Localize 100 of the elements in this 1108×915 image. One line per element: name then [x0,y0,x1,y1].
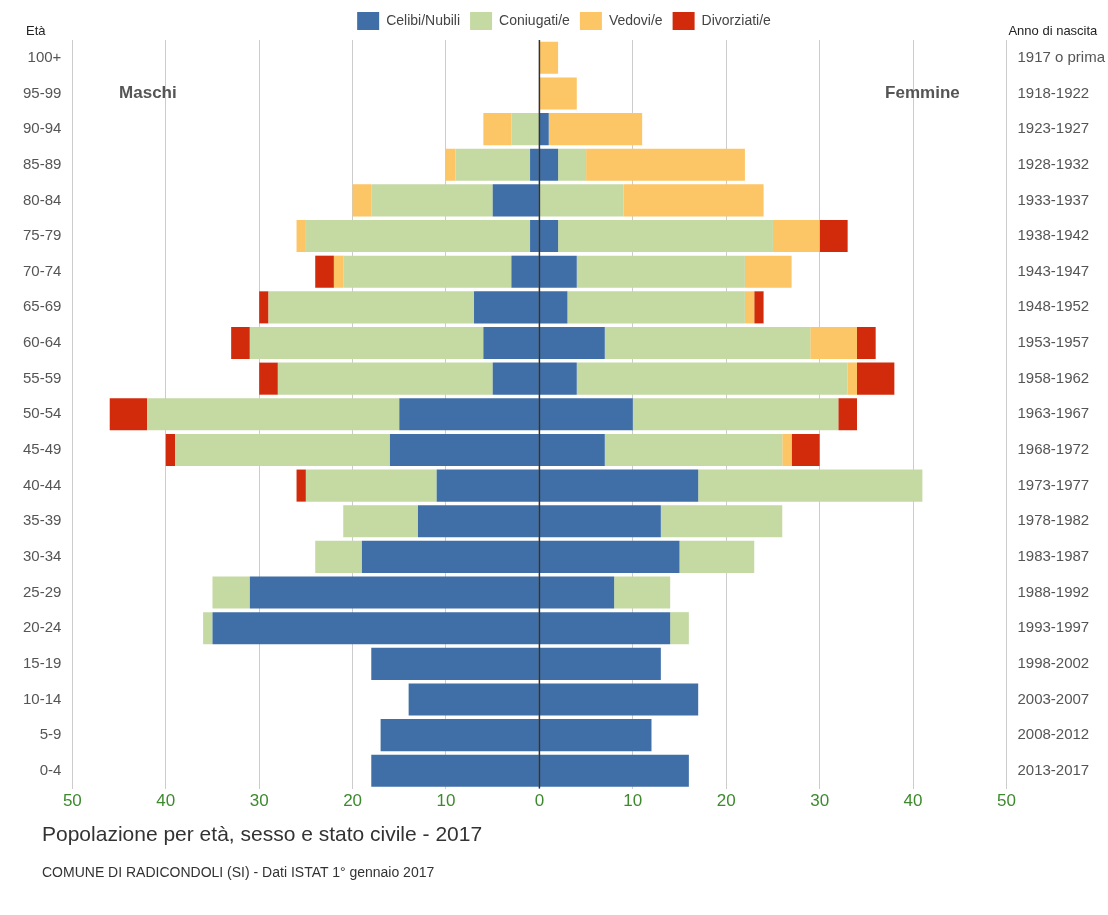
x-tick-label: 40 [156,791,176,811]
y2-tick-label: 1948-1952 [1017,297,1090,315]
bar [679,540,755,573]
bar [109,398,148,431]
bar [539,184,624,217]
y2-tick-label: 1958-1962 [1017,368,1090,386]
bar [165,433,176,466]
bar [586,148,745,181]
bar [698,469,923,502]
bar [660,505,783,538]
bar [838,398,857,431]
bar [614,576,671,609]
x-tick-label: 40 [903,791,923,811]
bar [670,612,689,645]
bar [175,433,390,466]
bar [315,540,362,573]
bar [623,184,764,217]
x-tick-label: 50 [62,791,82,811]
bar [296,469,306,502]
x-tick-label: 30 [249,791,269,811]
x-tick-label: 0 [534,791,545,811]
bar [305,469,437,502]
bar [754,291,764,324]
y2-tick-label: 1973-1977 [1017,475,1090,493]
bar [772,220,820,253]
y2-tick-label: 1968-1972 [1017,440,1090,458]
bar [296,220,306,253]
y2-tick-label: 1963-1967 [1017,404,1090,422]
bar [231,326,250,360]
annotation: Maschi [119,83,177,103]
y2-tick-label: 1917 o prima [1017,47,1106,65]
annotation: Femmine [885,83,960,103]
y2-tick-label: 1983-1987 [1017,547,1090,565]
y2-tick-label: 1953-1957 [1017,333,1090,351]
y-tick-label: 90-94 [22,119,62,137]
y2-tick-label: 1988-1992 [1017,582,1090,600]
x-tick-label: 10 [623,791,643,811]
bar [791,433,820,466]
bar [305,220,531,253]
bar [558,220,773,253]
bar [782,433,792,466]
y-tick-label: 5-9 [39,725,62,743]
x-tick-label: 50 [996,791,1016,811]
y-tick-label: 25-29 [22,582,62,600]
legend-label: Vedovi/e [608,11,663,28]
bar [259,362,278,395]
bar [268,291,475,324]
y2-tick-label: 1923-1927 [1017,119,1090,137]
y-tick-label: 20-24 [22,618,62,636]
bar [511,113,539,146]
bar [343,505,418,538]
bar [446,148,456,181]
y2-tick-label: 1943-1947 [1017,261,1090,279]
y-tick-label: 10-14 [22,689,62,707]
text: COMUNE DI RADICONDOLI (SI) - Dati ISTAT 1° gennaio 2017 [42,864,435,880]
y-tick-label: 75-79 [22,226,62,244]
bar [333,255,344,288]
bar [576,362,848,395]
bar [558,148,587,181]
bar [744,255,792,288]
bar [259,291,269,324]
y-tick-label: 35-39 [22,511,62,529]
bar [343,255,512,288]
y-tick-label: 100+ [27,47,62,65]
y2-axis-title: Anno di nascita [1008,23,1099,39]
y2-tick-label: 1998-2002 [1017,653,1090,671]
y2-tick-label: 1928-1932 [1017,154,1090,172]
bar [856,362,895,395]
legend-label: Celibi/Nubili [386,11,461,28]
bar [539,113,549,146]
bar [744,291,755,324]
y-tick-label: 15-19 [22,653,62,671]
bar [539,41,559,74]
y2-tick-label: 2008-2012 [1017,725,1090,743]
bar [492,184,539,217]
y-tick-label: 60-64 [22,333,62,351]
y-tick-label: 50-54 [22,404,62,422]
bar [483,113,512,146]
y2-tick-label: 2003-2007 [1017,689,1090,707]
bar [819,220,848,253]
bar [212,576,250,609]
bar [147,398,400,431]
legend-label: Coniugati/e [499,11,571,28]
bar [847,362,857,395]
y-tick-label: 65-69 [22,297,62,315]
y2-tick-label: 1938-1942 [1017,226,1090,244]
bar [567,291,745,324]
legend-label: Divorziati/e [701,11,772,28]
bar [315,255,334,288]
y-tick-label: 40-44 [22,475,62,493]
text: Popolazione per età, sesso e stato civile - 2017 [42,822,483,846]
y-tick-label: 55-59 [22,368,62,386]
y2-tick-label: 2013-2017 [1017,760,1090,778]
bar [576,255,745,288]
bar [277,362,493,395]
bar [249,326,484,360]
y2-tick-label: 1978-1982 [1017,511,1090,529]
bar [856,326,876,360]
y-tick-label: 30-34 [22,547,62,565]
y-tick-label: 70-74 [22,261,62,279]
